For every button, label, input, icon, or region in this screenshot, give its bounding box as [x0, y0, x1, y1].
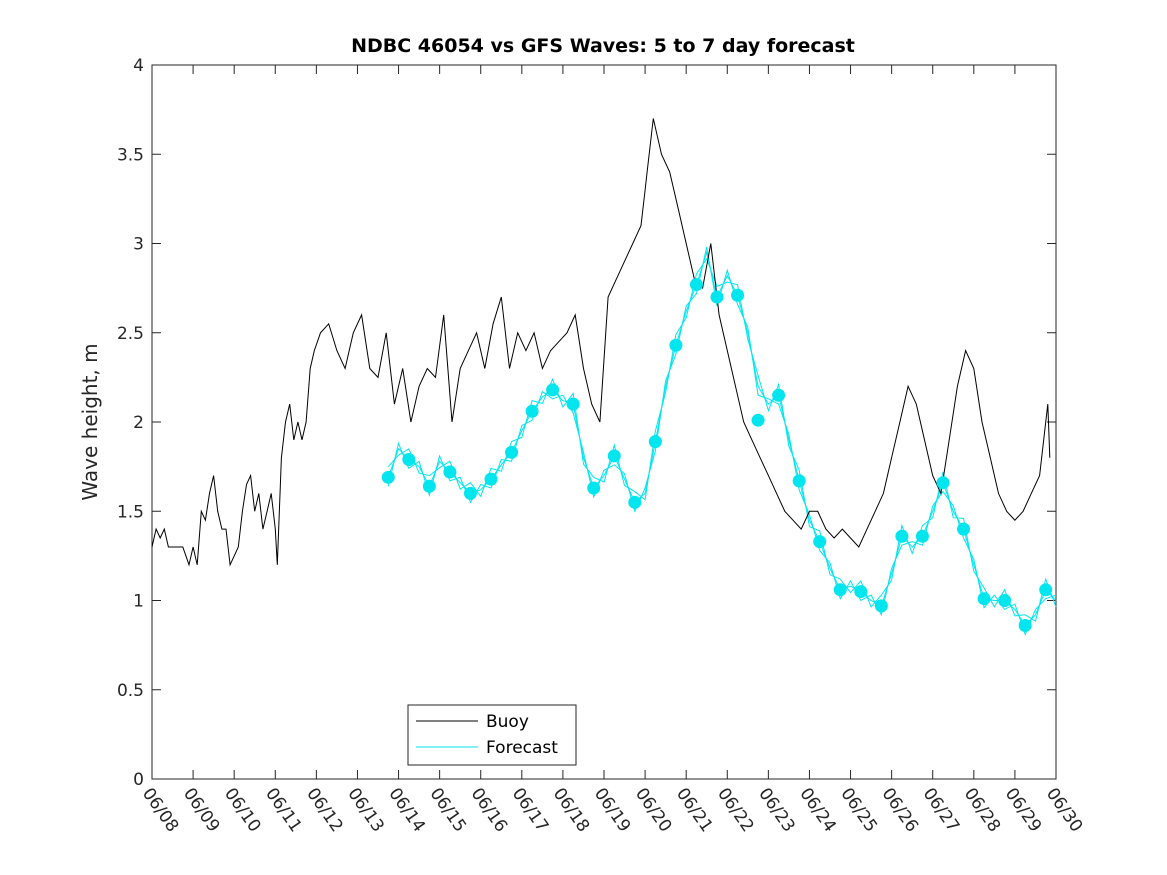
- forecast-point: [422, 479, 436, 493]
- forecast-point: [463, 486, 477, 500]
- forecast-line-variant: [387, 246, 1057, 636]
- buoy-line: [151, 118, 1051, 567]
- y-tick-label: 2.5: [117, 324, 144, 344]
- legend-box: [407, 704, 577, 766]
- forecast-point: [772, 388, 786, 402]
- legend: Buoy Forecast: [407, 704, 577, 766]
- forecast-point: [731, 288, 745, 302]
- forecast-point: [546, 383, 560, 397]
- plot-area: [151, 64, 1057, 780]
- forecast-point: [957, 522, 971, 536]
- forecast-point: [381, 470, 395, 484]
- forecast-point: [525, 404, 539, 418]
- forecast-point: [689, 278, 703, 292]
- forecast-point: [607, 449, 621, 463]
- y-tick-label: 0: [133, 770, 144, 790]
- series-layer: [151, 118, 1057, 636]
- forecast-point: [587, 481, 601, 495]
- forecast-point: [874, 599, 888, 613]
- forecast-point: [648, 435, 662, 449]
- forecast-point: [792, 474, 806, 488]
- forecast-point: [833, 583, 847, 597]
- y-tick-label: 3.5: [117, 145, 144, 165]
- y-tick-label: 0.5: [117, 681, 144, 701]
- forecast-point: [813, 535, 827, 549]
- forecast-point: [710, 290, 724, 304]
- forecast-point: [751, 413, 765, 427]
- y-tick-label: 1: [133, 592, 144, 612]
- legend-label-buoy: Buoy: [486, 712, 529, 732]
- y-axis-label: Wave height, m: [78, 343, 102, 500]
- forecast-point: [998, 594, 1012, 607]
- forecast-point: [484, 472, 498, 486]
- forecast-point: [669, 338, 683, 352]
- forecast-point: [505, 445, 519, 459]
- forecast-point: [854, 585, 868, 599]
- forecast-point: [915, 529, 929, 543]
- legend-label-forecast: Forecast: [486, 738, 558, 758]
- y-tick-label: 4: [133, 56, 144, 76]
- y-tick-label: 2: [133, 413, 144, 433]
- y-tick-label: 1.5: [117, 502, 144, 522]
- forecast-point: [936, 476, 950, 490]
- forecast-point: [402, 452, 416, 466]
- chart-title: NDBC 46054 vs GFS Waves: 5 to 7 day fore…: [351, 35, 855, 57]
- forecast-point: [443, 465, 457, 479]
- forecast-point: [1018, 618, 1032, 632]
- forecast-point: [628, 495, 642, 509]
- y-tick-label: 3: [133, 235, 144, 255]
- forecast-point: [895, 529, 909, 543]
- forecast-point: [977, 592, 991, 606]
- forecast-point: [1039, 583, 1053, 597]
- forecast-point: [566, 397, 580, 411]
